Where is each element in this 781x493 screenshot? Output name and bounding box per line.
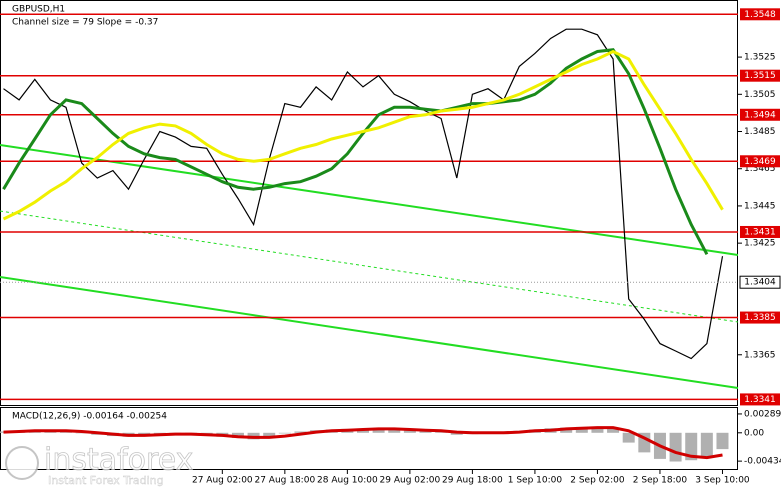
y-tick-label: 1.3505 [744, 90, 776, 100]
series-line [2, 49, 724, 221]
macd-bar [607, 428, 620, 433]
y-tick-label: -0.00434 [744, 457, 781, 467]
level-label-box [740, 108, 780, 121]
x-tick-label: 2 Sep 02:00 [570, 476, 625, 486]
x-tick-label: 1 Sep 10:00 [508, 476, 563, 486]
y-tick-label: 0.00289 [744, 409, 781, 419]
macd-bar [450, 432, 463, 435]
main-panel [0, 0, 738, 406]
macd-bar [278, 432, 291, 434]
level-label-box [740, 8, 780, 21]
plot-layer [0, 13, 738, 462]
current-price-box [739, 275, 781, 289]
channel-lower [0, 276, 739, 389]
chart-title: GBPUSD,H1 [12, 5, 65, 15]
level-label-box [740, 393, 780, 406]
watermark-tagline: Instant Forex Trading [48, 474, 164, 487]
macd-bar [716, 432, 729, 450]
series-line [3, 426, 723, 460]
macd-bar [685, 432, 698, 461]
macd-bar [419, 431, 432, 433]
macd-bar [669, 432, 682, 462]
current-price-label: 1.3404 [744, 278, 776, 288]
x-tick-label: 2 Sep 18:00 [633, 476, 688, 486]
y-tick-label: 1.3425 [744, 239, 776, 249]
x-tick-label: 27 Aug 18:00 [254, 476, 315, 486]
x-tick-label: 29 Aug 02:00 [380, 476, 441, 486]
macd-bar [263, 432, 276, 437]
level-label: 1.3431 [744, 227, 776, 237]
watermark: instaforex Instant Forex Trading [5, 442, 194, 487]
level-label-box [740, 225, 780, 238]
x-tick-label: 28 Aug 10:00 [317, 476, 378, 486]
chart-subtitle: Channel size = 79 Slope = -0.37 [12, 18, 158, 28]
level-label-box [740, 311, 780, 324]
macd-bar [372, 428, 385, 433]
level-label: 1.3469 [744, 157, 776, 167]
x-tick-label: 29 Aug 18:00 [442, 476, 503, 486]
macd-bar [403, 430, 416, 433]
y-tick-label: 1.3525 [744, 53, 776, 63]
x-tick-label: 3 Sep 10:00 [695, 476, 750, 486]
y-tick-label: 1.3465 [744, 164, 776, 174]
macd-bar [435, 432, 448, 433]
watermark-brand: instaforex [44, 443, 193, 478]
macd-bar [622, 432, 635, 443]
macd-bar [75, 432, 88, 434]
series-line [3, 28, 724, 360]
level-label-box [740, 69, 780, 82]
level-label: 1.3515 [744, 71, 776, 81]
macd-bar [575, 426, 588, 433]
x-tick-label: 27 Aug 02:00 [192, 476, 253, 486]
macd-bar [388, 428, 401, 433]
y-tick-label: 0.00 [744, 428, 764, 438]
channel-middle [0, 210, 739, 323]
macd-panel [0, 407, 738, 470]
watermark-logo [5, 446, 39, 480]
level-label-box [740, 155, 780, 168]
level-label: 1.3341 [744, 395, 776, 405]
level-label: 1.3494 [744, 110, 776, 120]
y-tick-label: 1.3365 [744, 350, 776, 360]
y-tick-label: 1.3485 [744, 127, 776, 137]
macd-bar [591, 427, 604, 433]
macd-bar [700, 432, 713, 457]
y-tick-label: 1.3445 [744, 201, 776, 211]
macd-bar [294, 431, 307, 433]
macd-title: MACD(12,26,9) -0.00164 -0.00254 [12, 412, 167, 422]
channel-upper [0, 144, 739, 256]
level-label: 1.3548 [744, 10, 776, 20]
level-label: 1.3385 [744, 313, 776, 323]
